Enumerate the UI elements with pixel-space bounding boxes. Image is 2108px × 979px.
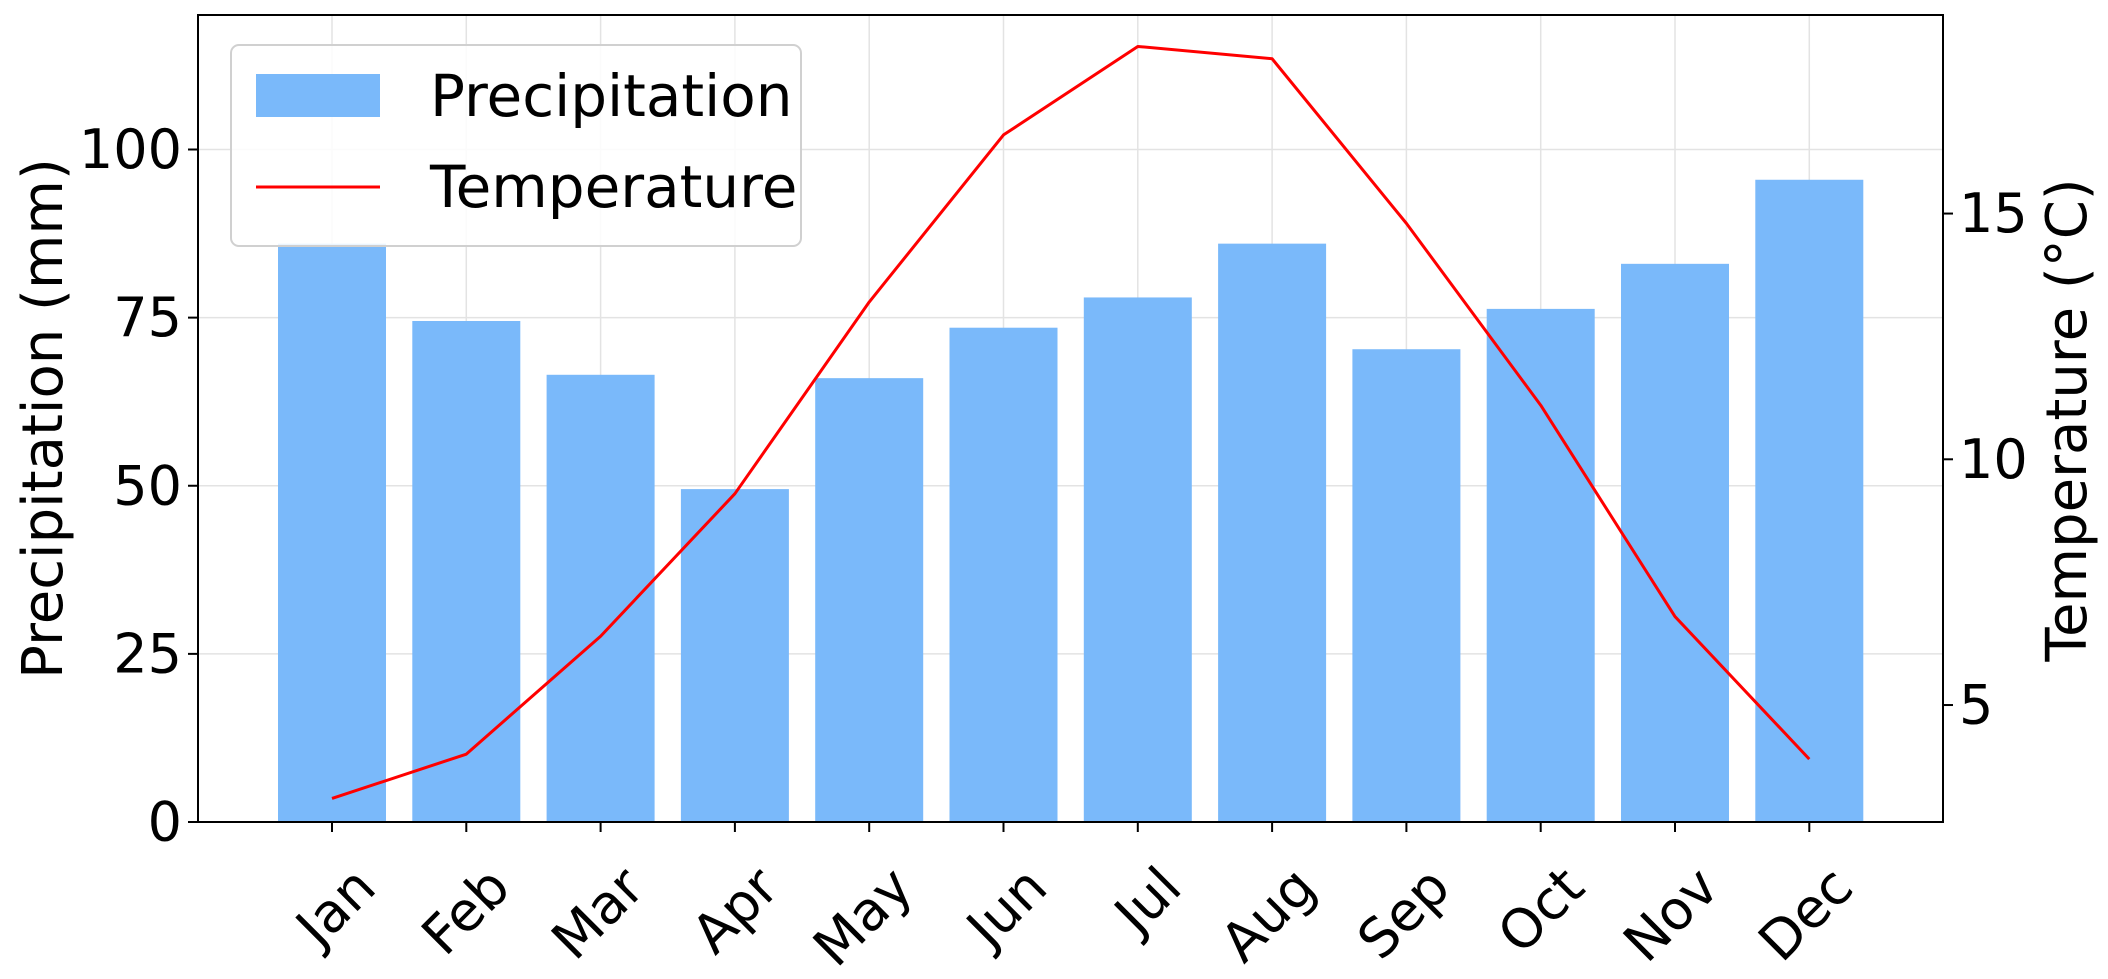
- x-tick-label: Feb: [410, 855, 522, 967]
- legend-swatch-precipitation: [256, 74, 380, 117]
- precipitation-bars: [278, 179, 1864, 822]
- temperature-line: [331, 44, 1811, 800]
- precipitation-bar: [1218, 243, 1327, 822]
- x-tick-label: Mar: [539, 854, 656, 971]
- temperature-line-group: [331, 44, 1811, 800]
- legend-label-precipitation: Precipitation: [430, 62, 793, 130]
- x-tick-label: Aug: [1208, 855, 1327, 974]
- y-tick-label: 100: [79, 118, 182, 181]
- precipitation-bar: [680, 489, 789, 822]
- x-tick-label: Dec: [1746, 855, 1864, 973]
- x-tick-label: Jul: [1101, 855, 1194, 948]
- y-axis-label: Precipitation (mm): [11, 158, 76, 679]
- x-tick-label: Sep: [1345, 855, 1462, 972]
- x-tick-label: Oct: [1486, 855, 1597, 966]
- precipitation-bar: [278, 243, 386, 822]
- y-tick-label: 0: [148, 791, 182, 854]
- x-tick-label: May: [801, 855, 924, 978]
- y2-axis-label: Temperature (°C): [2035, 178, 2100, 662]
- precipitation-bar: [1486, 308, 1595, 822]
- precipitation-bar: [412, 320, 521, 822]
- y2-tick-label: 15: [1959, 182, 2028, 245]
- y-tick-label: 50: [113, 454, 182, 517]
- precipitation-bar: [1083, 297, 1192, 822]
- x-tick-label: Apr: [680, 854, 791, 965]
- precipitation-bar: [1755, 179, 1864, 822]
- precipitation-bar: [949, 327, 1058, 822]
- precipitation-bar: [1352, 349, 1461, 822]
- y-tick-label: 75: [113, 286, 182, 349]
- y2-tick-label: 10: [1959, 428, 2028, 491]
- legend-label-temperature: Temperature: [429, 153, 797, 221]
- precipitation-bar: [1621, 263, 1729, 822]
- precipitation-bar: [546, 374, 655, 822]
- legend: Precipitation Temperature: [230, 44, 802, 247]
- y2-tick-label: 5: [1959, 674, 1993, 737]
- precipitation-bar: [815, 378, 924, 822]
- x-tick-label: Jan: [282, 855, 388, 961]
- y-tick-label: 25: [113, 622, 182, 685]
- x-tick-label: Jun: [953, 855, 1059, 961]
- x-tick-label: Nov: [1611, 855, 1730, 974]
- plot-frame: [197, 14, 1944, 823]
